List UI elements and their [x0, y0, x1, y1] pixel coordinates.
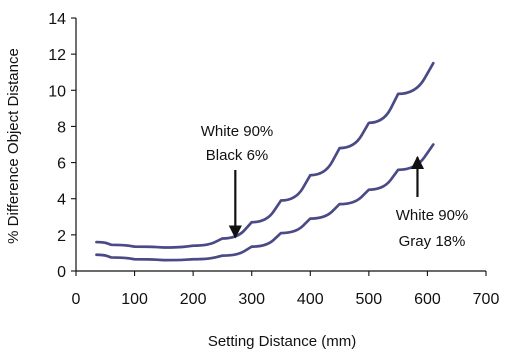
annotation-label-2-line-1: White 90%	[396, 207, 469, 224]
y-tick-label: 14	[48, 11, 66, 28]
x-axis-title: Setting Distance (mm)	[208, 333, 356, 350]
y-tick-label: 2	[57, 228, 66, 245]
x-tick-label: 600	[414, 291, 441, 308]
series-line-2	[95, 143, 435, 262]
annotation-label-1-line-1: White 90%	[201, 123, 274, 140]
x-tick-label: 700	[473, 291, 500, 308]
annotation-label-1-line-2: Black 6%	[206, 147, 269, 164]
y-tick-label: 10	[48, 83, 66, 100]
annotation-label-2-line-2: Gray 18%	[399, 233, 466, 250]
y-tick-label: 4	[57, 192, 66, 209]
x-tick-label: 100	[121, 291, 148, 308]
y-tick-label: 0	[57, 264, 66, 281]
y-tick-label: 6	[57, 156, 66, 173]
y-axis-title: % Difference Object Distance	[5, 48, 22, 244]
series-line-1	[95, 61, 435, 249]
x-tick-label: 400	[297, 291, 324, 308]
x-tick-label: 300	[238, 291, 265, 308]
y-tick-label: 8	[57, 119, 66, 136]
x-tick-label: 200	[180, 291, 207, 308]
x-tick-label: 500	[356, 291, 383, 308]
y-tick-label: 12	[48, 47, 66, 64]
x-tick-label: 0	[72, 291, 81, 308]
series-layer	[95, 61, 435, 262]
axes-layer: 0 2 4 6 8 10 12 14 0 100 200 300 400 500 600 700	[48, 11, 499, 308]
annotation-layer: White 90% Black 6% White 90% Gray 18%	[201, 123, 469, 250]
